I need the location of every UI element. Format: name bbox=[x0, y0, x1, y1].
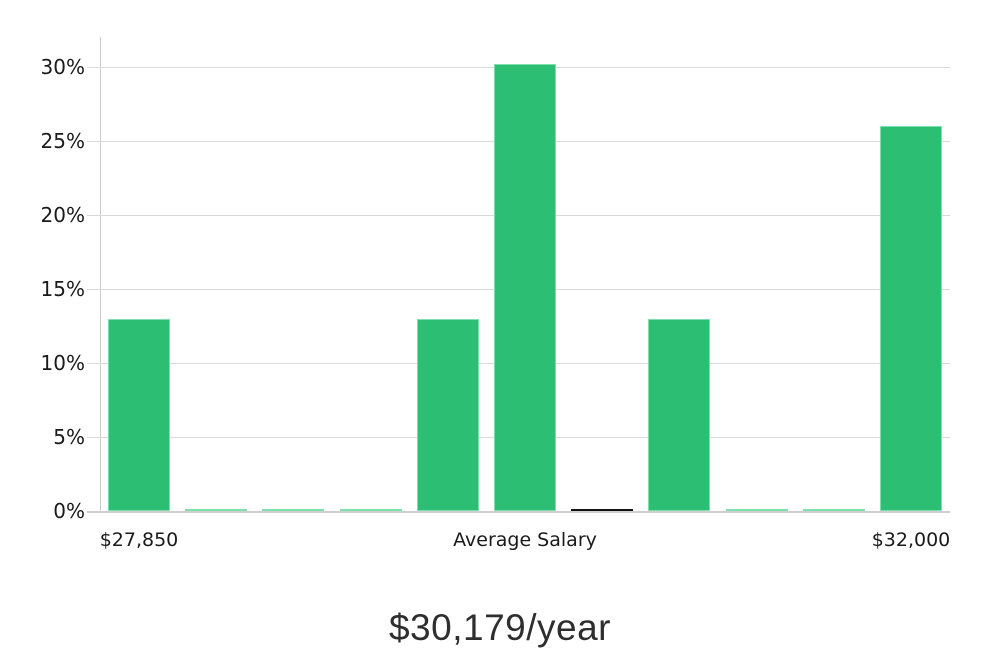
distribution-bar-3[interactable] bbox=[340, 509, 402, 511]
x-tick-label-5: Average Salary bbox=[453, 529, 597, 551]
distribution-bar-2[interactable] bbox=[262, 509, 324, 511]
distribution-bar-0[interactable] bbox=[108, 319, 170, 511]
y-tick-label-20pct: 20% bbox=[40, 203, 85, 227]
distribution-bar-5[interactable] bbox=[494, 64, 556, 511]
x-tick-label-0: $27,850 bbox=[99, 529, 179, 551]
distribution-bar-8[interactable] bbox=[726, 509, 788, 511]
distribution-bar-4[interactable] bbox=[417, 319, 479, 511]
y-tick-label-10pct: 10% bbox=[40, 351, 85, 375]
y-tick-label-25pct: 25% bbox=[40, 129, 85, 153]
average-salary-marker-bar[interactable] bbox=[571, 509, 633, 511]
y-axis-line bbox=[100, 37, 101, 513]
distribution-bar-9[interactable] bbox=[803, 509, 865, 511]
distribution-bar-1[interactable] bbox=[185, 509, 247, 511]
distribution-bar-7[interactable] bbox=[648, 319, 710, 511]
x-tick-label-10: $32,000 bbox=[871, 529, 951, 551]
chart-title: $30,179/year bbox=[388, 607, 611, 648]
distribution-bar-10[interactable] bbox=[880, 126, 942, 511]
y-tick-label-15pct: 15% bbox=[40, 277, 85, 301]
y-tick-label-5pct: 5% bbox=[53, 425, 85, 449]
gridline-0pct bbox=[87, 511, 950, 513]
y-tick-label-0pct: 0% bbox=[53, 499, 85, 523]
y-tick-label-30pct: 30% bbox=[40, 55, 85, 79]
